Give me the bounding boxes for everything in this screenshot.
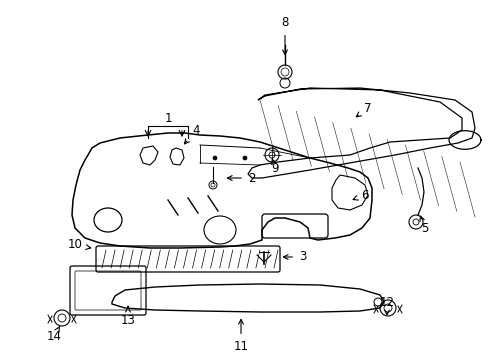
Text: 5: 5 (419, 216, 428, 234)
Text: 4: 4 (184, 123, 199, 144)
Circle shape (213, 156, 217, 160)
Circle shape (243, 156, 246, 160)
Text: 6: 6 (352, 189, 368, 202)
Text: 8: 8 (281, 15, 288, 55)
Text: 10: 10 (67, 239, 90, 252)
Text: 12: 12 (379, 297, 394, 315)
Text: 2: 2 (227, 171, 255, 185)
Text: 11: 11 (233, 319, 248, 354)
Text: 1: 1 (164, 112, 171, 125)
Text: 9: 9 (271, 159, 278, 175)
Text: 14: 14 (46, 327, 61, 342)
Text: 7: 7 (356, 102, 371, 117)
Text: 13: 13 (121, 306, 135, 327)
Text: 3: 3 (283, 251, 306, 264)
